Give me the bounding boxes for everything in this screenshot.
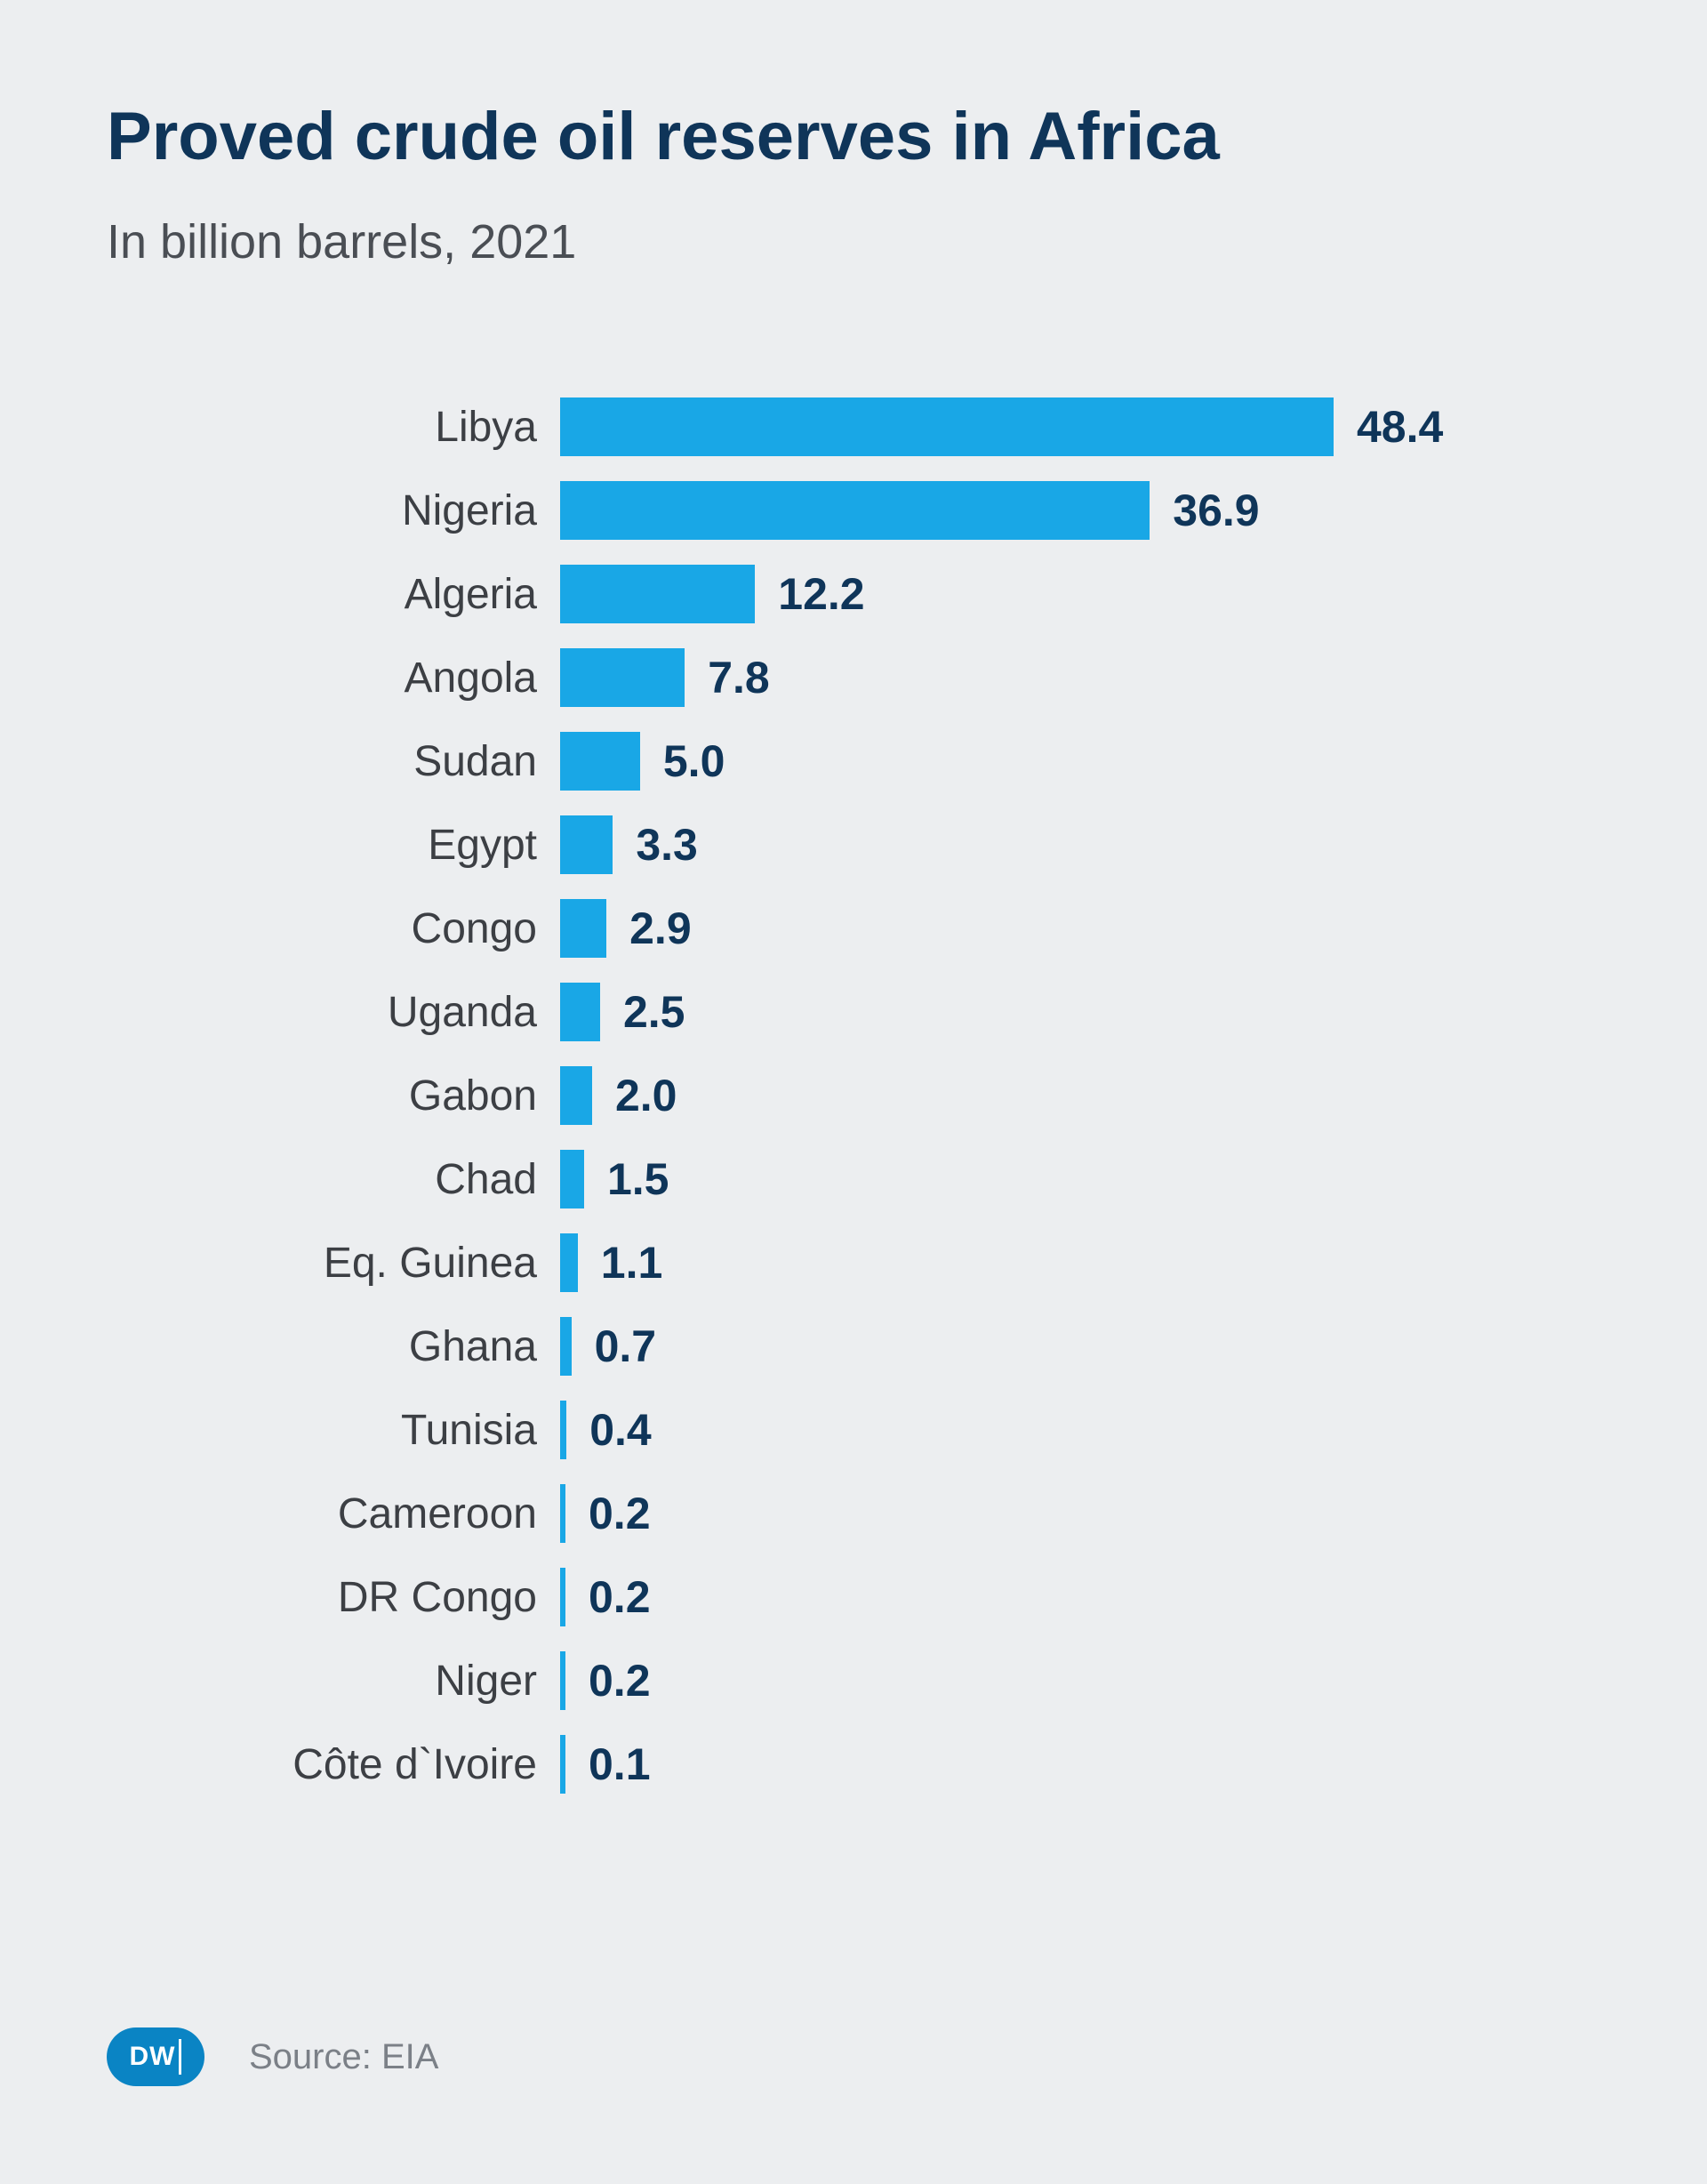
bar-row: Cameroon0.2 <box>187 1472 1600 1555</box>
bar-track <box>560 648 685 707</box>
bar-value: 5.0 <box>640 735 725 787</box>
bar-fill <box>560 732 640 791</box>
bar-row: Sudan 5.0 <box>187 719 1600 803</box>
bar-value: 7.8 <box>685 652 770 703</box>
bar-row: Niger0.2 <box>187 1639 1600 1722</box>
bar-value: 2.5 <box>600 986 685 1038</box>
bar-row: Ghana0.7 <box>187 1305 1600 1388</box>
bar-row: Congo 2.9 <box>187 887 1600 970</box>
bar-value: 3.3 <box>613 819 698 871</box>
bar-label: Egypt <box>187 821 560 870</box>
bar-row: Angola 7.8 <box>187 636 1600 719</box>
bar-track <box>560 565 755 623</box>
bar-track <box>560 1401 566 1459</box>
bar-value: 0.2 <box>565 1488 651 1539</box>
bar-value: 0.4 <box>566 1404 652 1456</box>
chart-subtitle: In billion barrels, 2021 <box>107 214 1600 269</box>
bar-track <box>560 899 606 958</box>
bar-label: Côte d`Ivoire <box>187 1740 560 1789</box>
bar-track <box>560 1066 592 1125</box>
bar-label: Uganda <box>187 988 560 1037</box>
bar-row: Libya 48.4 <box>187 385 1600 469</box>
bar-label: Chad <box>187 1155 560 1204</box>
bar-value: 2.0 <box>592 1070 677 1121</box>
chart-card: Proved crude oil reserves in Africa In b… <box>0 0 1707 2184</box>
bar-label: Angola <box>187 654 560 703</box>
bar-track <box>560 1233 578 1292</box>
bar-label: Congo <box>187 904 560 953</box>
bar-track <box>560 732 640 791</box>
bar-value: 1.1 <box>578 1237 663 1289</box>
bar-label: Cameroon <box>187 1489 560 1538</box>
bar-row: Côte d`Ivoire0.1 <box>187 1722 1600 1806</box>
bar-row: Uganda 2.5 <box>187 970 1600 1054</box>
bar-value: 36.9 <box>1150 485 1259 536</box>
bar-fill <box>560 648 685 707</box>
bar-fill <box>560 1233 578 1292</box>
bar-value: 0.1 <box>565 1738 651 1790</box>
bar-label: Ghana <box>187 1322 560 1371</box>
bar-fill <box>560 1150 584 1208</box>
bar-label: Eq. Guinea <box>187 1239 560 1288</box>
bar-row: Tunisia0.4 <box>187 1388 1600 1472</box>
bar-label: Nigeria <box>187 486 560 535</box>
bar-track <box>560 983 600 1041</box>
bar-fill <box>560 397 1334 456</box>
bar-chart: Libya 48.4 Nigeria 36.9 Algeria 12.2 Angola 7.8… <box>187 385 1600 1806</box>
chart-footer: DW Source: EIA <box>107 2027 438 2086</box>
bar-track <box>560 1150 584 1208</box>
dw-logo: DW <box>107 2027 204 2086</box>
bar-fill <box>560 1317 572 1376</box>
chart-title: Proved crude oil reserves in Africa <box>107 98 1600 175</box>
bar-fill <box>560 899 606 958</box>
bar-track <box>560 815 613 874</box>
bar-label: Gabon <box>187 1072 560 1120</box>
bar-value: 0.2 <box>565 1655 651 1706</box>
bar-value: 12.2 <box>755 568 864 620</box>
bar-row: Eq. Guinea 1.1 <box>187 1221 1600 1305</box>
bar-fill <box>560 1401 566 1459</box>
bar-row: Egypt 3.3 <box>187 803 1600 887</box>
bar-value: 2.9 <box>606 903 692 954</box>
bar-track <box>560 481 1150 540</box>
bar-value: 0.7 <box>572 1321 657 1372</box>
bar-fill <box>560 983 600 1041</box>
bar-label: DR Congo <box>187 1573 560 1622</box>
bar-value: 0.2 <box>565 1571 651 1623</box>
bar-row: Nigeria 36.9 <box>187 469 1600 552</box>
logo-divider <box>179 2039 181 2075</box>
bar-fill <box>560 481 1150 540</box>
bar-value: 1.5 <box>584 1153 669 1205</box>
logo-text: DW <box>130 2042 176 2072</box>
bar-label: Niger <box>187 1657 560 1706</box>
bar-fill <box>560 815 613 874</box>
bar-fill <box>560 565 755 623</box>
bar-row: Algeria 12.2 <box>187 552 1600 636</box>
bar-label: Tunisia <box>187 1406 560 1455</box>
bar-label: Sudan <box>187 737 560 786</box>
bar-fill <box>560 1066 592 1125</box>
bar-row: Gabon 2.0 <box>187 1054 1600 1137</box>
bar-track <box>560 397 1334 456</box>
source-label: Source: EIA <box>249 2037 438 2077</box>
bar-row: Chad 1.5 <box>187 1137 1600 1221</box>
bar-label: Algeria <box>187 570 560 619</box>
bar-row: DR Congo0.2 <box>187 1555 1600 1639</box>
bar-track <box>560 1317 572 1376</box>
bar-value: 48.4 <box>1334 401 1443 453</box>
bar-label: Libya <box>187 403 560 452</box>
